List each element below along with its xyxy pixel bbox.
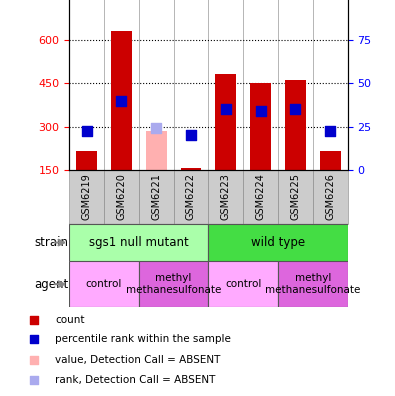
Text: strain: strain	[34, 236, 68, 249]
Bar	[69, 261, 139, 307]
Text: percentile rank within the sample: percentile rank within the sample	[55, 334, 231, 344]
Point	[223, 106, 229, 112]
Point	[292, 106, 299, 112]
Text: count: count	[55, 315, 85, 325]
Bar	[209, 224, 348, 261]
Bar	[209, 261, 278, 307]
Bar	[285, 80, 306, 170]
Bar	[111, 31, 132, 170]
Bar	[69, 170, 104, 224]
Bar	[104, 170, 139, 224]
Point	[31, 336, 38, 343]
Text: methyl
methanesulfonate: methyl methanesulfonate	[126, 273, 221, 295]
Text: GSM6225: GSM6225	[290, 173, 300, 220]
Text: agent: agent	[34, 278, 68, 291]
Point	[31, 377, 38, 383]
Text: methyl
methanesulfonate: methyl methanesulfonate	[265, 273, 361, 295]
Bar	[250, 83, 271, 170]
Bar	[146, 131, 167, 170]
Text: GSM6224: GSM6224	[256, 173, 265, 220]
Bar	[69, 224, 209, 261]
Bar	[181, 168, 201, 170]
Text: rank, Detection Call = ABSENT: rank, Detection Call = ABSENT	[55, 375, 216, 385]
Text: sgs1 null mutant: sgs1 null mutant	[89, 236, 189, 249]
Bar	[278, 261, 348, 307]
Text: GSM6221: GSM6221	[151, 173, 161, 220]
Point	[83, 128, 90, 134]
Text: control: control	[86, 279, 122, 289]
Bar	[173, 170, 208, 224]
Text: control: control	[225, 279, 261, 289]
Bar	[243, 170, 278, 224]
Text: GSM6220: GSM6220	[117, 173, 126, 220]
Point	[327, 128, 333, 134]
Text: value, Detection Call = ABSENT: value, Detection Call = ABSENT	[55, 355, 221, 365]
Bar	[313, 170, 348, 224]
Point	[31, 356, 38, 363]
Point	[153, 125, 159, 131]
Bar	[278, 170, 313, 224]
Point	[258, 108, 264, 114]
Bar	[320, 151, 340, 170]
Text: GSM6226: GSM6226	[325, 173, 335, 220]
Text: wild type: wild type	[251, 236, 305, 249]
Text: GSM6223: GSM6223	[221, 173, 231, 220]
Bar	[76, 151, 97, 170]
Bar	[209, 170, 243, 224]
Bar	[139, 170, 173, 224]
Bar	[139, 261, 208, 307]
Point	[118, 97, 124, 104]
Text: GSM6222: GSM6222	[186, 173, 196, 220]
Text: GSM6219: GSM6219	[81, 173, 92, 220]
Point	[188, 132, 194, 139]
Point	[31, 316, 38, 323]
Bar	[215, 74, 236, 170]
